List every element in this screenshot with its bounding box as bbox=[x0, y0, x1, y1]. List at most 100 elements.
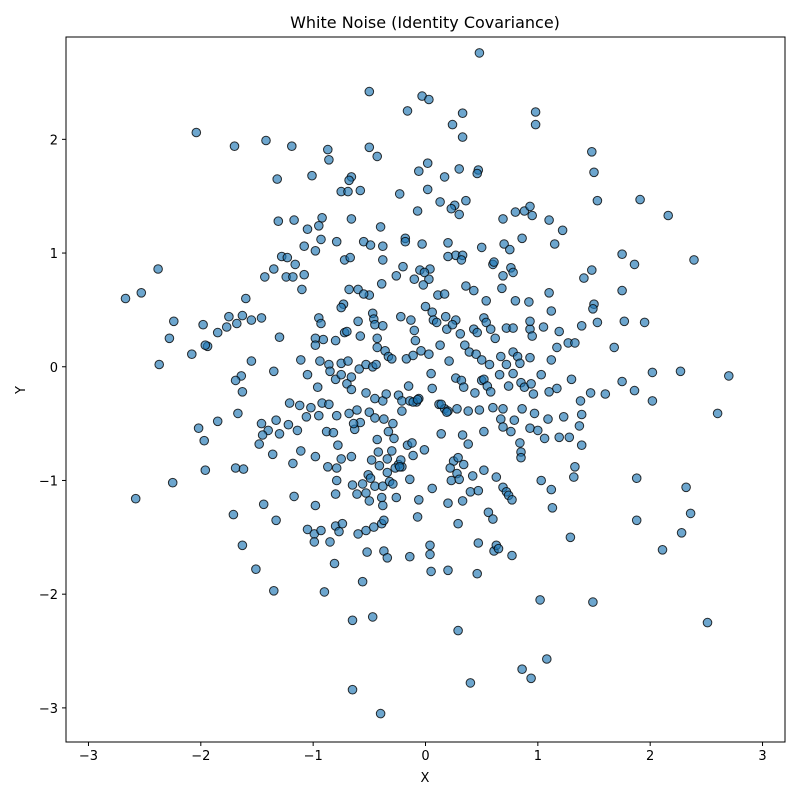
data-point bbox=[344, 284, 354, 295]
data-point bbox=[498, 214, 508, 224]
data-point bbox=[379, 515, 389, 526]
data-point bbox=[453, 625, 463, 636]
data-point bbox=[212, 327, 223, 338]
data-point bbox=[282, 252, 293, 263]
data-point bbox=[600, 389, 611, 399]
y-axis-label: Y bbox=[14, 386, 29, 395]
data-point bbox=[419, 445, 430, 455]
data-point bbox=[254, 439, 265, 449]
data-point bbox=[302, 524, 313, 535]
data-point bbox=[457, 108, 468, 118]
data-point bbox=[457, 132, 468, 142]
data-point bbox=[453, 452, 463, 463]
data-point bbox=[461, 195, 471, 206]
data-point bbox=[382, 454, 393, 464]
data-point bbox=[536, 475, 547, 486]
data-point bbox=[544, 288, 554, 298]
data-point bbox=[364, 142, 375, 153]
data-point bbox=[427, 383, 438, 394]
data-point bbox=[405, 474, 415, 485]
points-layer bbox=[120, 48, 734, 719]
data-point bbox=[544, 215, 554, 225]
data-point bbox=[343, 356, 353, 366]
data-point bbox=[657, 545, 668, 555]
data-point bbox=[283, 419, 294, 430]
data-point bbox=[387, 446, 397, 456]
data-point bbox=[246, 356, 257, 366]
data-point bbox=[629, 259, 640, 270]
data-point bbox=[530, 119, 541, 130]
data-point bbox=[463, 439, 474, 449]
data-point bbox=[297, 284, 307, 295]
data-point bbox=[505, 244, 515, 255]
data-point bbox=[499, 239, 509, 249]
data-point bbox=[544, 387, 554, 397]
data-point bbox=[378, 255, 388, 265]
data-point bbox=[489, 257, 499, 267]
data-point bbox=[200, 465, 211, 476]
data-point bbox=[527, 210, 538, 221]
data-point bbox=[452, 404, 462, 414]
data-point bbox=[525, 316, 535, 327]
data-point bbox=[506, 426, 516, 437]
data-point bbox=[324, 155, 334, 165]
data-point bbox=[329, 558, 340, 569]
data-point bbox=[558, 412, 569, 422]
data-point bbox=[526, 379, 536, 389]
data-point bbox=[424, 274, 434, 285]
data-point bbox=[408, 350, 418, 361]
data-point bbox=[348, 418, 359, 429]
data-point bbox=[387, 354, 397, 364]
data-point bbox=[376, 279, 387, 289]
x-axis-ticks: −3 −2 −1 0 1 2 3 bbox=[79, 742, 767, 764]
data-point bbox=[639, 317, 650, 328]
plot-frame bbox=[65, 36, 786, 743]
data-point bbox=[417, 239, 427, 249]
data-point bbox=[357, 479, 368, 489]
data-point bbox=[336, 302, 347, 313]
data-point bbox=[367, 612, 378, 622]
data-point bbox=[647, 396, 658, 406]
data-point bbox=[382, 553, 393, 563]
data-point bbox=[490, 333, 501, 344]
data-point bbox=[527, 331, 538, 341]
data-point bbox=[274, 332, 285, 343]
data-point bbox=[443, 498, 453, 509]
data-point bbox=[224, 311, 234, 322]
data-point bbox=[538, 322, 549, 332]
data-point bbox=[353, 529, 363, 539]
data-point bbox=[330, 335, 341, 346]
data-point bbox=[241, 293, 251, 304]
data-point bbox=[296, 355, 306, 365]
data-point bbox=[316, 234, 326, 245]
data-point bbox=[361, 525, 371, 536]
data-point bbox=[724, 371, 734, 381]
data-point bbox=[552, 383, 562, 394]
data-point bbox=[212, 416, 223, 427]
data-point bbox=[422, 184, 433, 195]
data-point bbox=[458, 382, 469, 393]
data-point bbox=[463, 406, 474, 416]
data-point bbox=[587, 265, 597, 275]
data-point bbox=[557, 225, 568, 236]
data-point bbox=[299, 241, 310, 251]
data-point bbox=[375, 708, 386, 719]
data-point bbox=[364, 407, 375, 418]
data-point bbox=[258, 499, 269, 510]
data-point bbox=[436, 429, 447, 439]
data-point bbox=[315, 356, 325, 366]
data-point bbox=[288, 458, 298, 469]
data-point bbox=[508, 323, 518, 333]
data-point bbox=[272, 174, 283, 184]
data-point bbox=[498, 271, 508, 281]
data-point bbox=[617, 249, 627, 259]
data-point bbox=[237, 387, 248, 397]
data-point bbox=[269, 366, 279, 377]
data-point bbox=[346, 214, 357, 224]
data-point bbox=[588, 597, 598, 607]
data-point bbox=[409, 325, 420, 336]
data-point bbox=[535, 595, 545, 605]
data-point bbox=[319, 587, 330, 597]
data-point bbox=[314, 221, 324, 231]
x-tick-label: 3 bbox=[758, 749, 766, 764]
